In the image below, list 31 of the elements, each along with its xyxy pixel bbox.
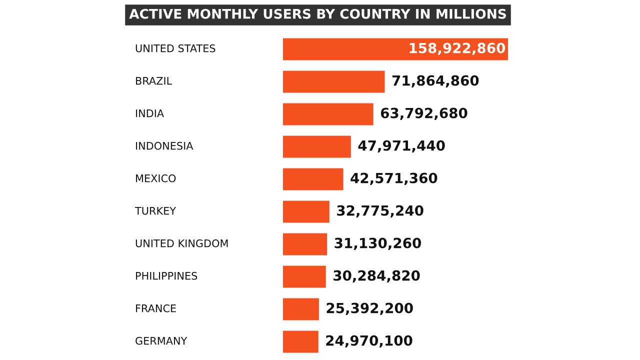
y-tick-label: FRANCE <box>136 304 176 312</box>
bar <box>283 103 374 126</box>
y-tick-label: BRAZIL <box>136 77 172 85</box>
y-tick-label: TURKEY <box>134 207 176 215</box>
y-tick-label: PHILIPPINES <box>136 272 198 280</box>
bar <box>283 168 344 190</box>
bar <box>283 266 326 288</box>
data-label: 42,571,360 <box>350 172 438 186</box>
bar <box>283 330 318 353</box>
data-label: 63,792,680 <box>380 108 468 120</box>
data-label: 25,392,200 <box>326 302 413 316</box>
data-label: 71,864,860 <box>392 75 479 88</box>
data-label: 24,970,100 <box>326 335 412 348</box>
bar <box>283 70 385 93</box>
data-label: 31,130,260 <box>334 238 422 250</box>
chart-title: ACTIVE MONTHLY USERS BY COUNTRY IN MILLIONS <box>129 8 506 19</box>
data-label: 158,922,860 <box>410 42 506 56</box>
bar <box>283 200 330 223</box>
bar <box>283 298 319 320</box>
y-tick-label: MEXICO <box>136 174 176 182</box>
y-tick-label: GERMANY <box>136 336 188 345</box>
bar <box>283 38 508 60</box>
y-tick-label: UNITED STATES <box>136 44 216 52</box>
y-tick-label: UNITED KINGDOM <box>136 239 228 248</box>
y-tick-label: INDONESIA <box>136 142 194 150</box>
data-label: 30,284,820 <box>334 270 420 283</box>
data-label: 47,971,440 <box>358 140 445 153</box>
data-label: 32,775,240 <box>337 205 424 218</box>
y-tick-label: INDIA <box>136 110 164 118</box>
bar <box>283 233 328 256</box>
bar <box>283 136 351 158</box>
